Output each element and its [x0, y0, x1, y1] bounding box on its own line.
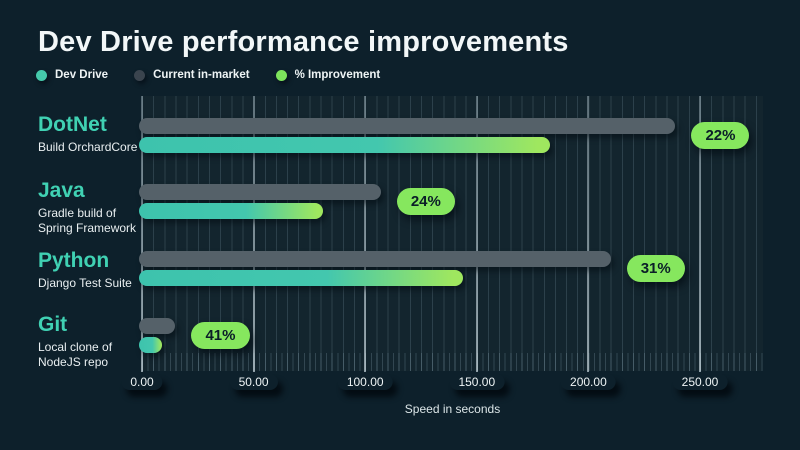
gridline — [475, 96, 478, 372]
x-tick-label: 250.00 — [673, 374, 728, 390]
category-label-python: Python Django Test Suite — [38, 249, 132, 291]
gridline — [587, 96, 590, 372]
category-label-git: Git Local clone of NodeJS repo — [38, 313, 112, 370]
axis-minor-ticks — [142, 353, 763, 371]
legend-item-improvement: % Improvement — [275, 69, 381, 81]
dev-drive-dot-icon — [36, 69, 47, 81]
current-in-market-dot-icon — [134, 69, 146, 81]
category-subtitle: Build OrchardCore — [38, 140, 138, 154]
gridline — [364, 96, 367, 372]
category-name: Python — [38, 249, 110, 272]
category-name: Git — [38, 313, 68, 336]
legend-label: Dev Drive — [55, 69, 109, 81]
x-tick-label: 50.00 — [230, 374, 278, 390]
improvement-badge-dotnet: 22% — [691, 122, 750, 149]
improvement-badge-java: 24% — [396, 188, 455, 215]
legend-label: % Improvement — [294, 69, 381, 81]
category-subtitle: Local clone of NodeJS repo — [38, 340, 113, 369]
bar-devdrive-git — [139, 337, 163, 353]
x-tick-label: 0.00 — [121, 374, 162, 390]
legend-label: Current in-market — [153, 69, 250, 81]
x-axis-title: Speed in seconds — [404, 402, 501, 416]
chart-legend: Dev Drive Current in-market % Improvemen… — [36, 69, 380, 81]
x-tick-label: 150.00 — [449, 374, 504, 390]
improvement-dot-icon — [275, 69, 287, 81]
gridline — [699, 96, 701, 372]
category-subtitle: Gradle build of Spring Framework — [38, 206, 137, 235]
bar-devdrive-python — [139, 270, 464, 286]
category-label-java: Java Gradle build of Spring Framework — [38, 179, 136, 236]
x-tick-label: 200.00 — [561, 374, 616, 390]
gridline — [252, 96, 255, 372]
gridline — [141, 96, 143, 372]
bar-devdrive-java — [139, 203, 323, 219]
legend-item-current-in-market: Current in-market — [134, 69, 250, 81]
bar-current-dotnet — [139, 118, 676, 134]
improvement-badge-git: 41% — [191, 322, 250, 349]
bar-current-git — [139, 318, 176, 334]
bar-devdrive-dotnet — [139, 137, 551, 153]
legend-item-dev-drive: Dev Drive — [36, 69, 108, 81]
bar-current-java — [139, 184, 381, 200]
category-name: Java — [38, 179, 85, 202]
bar-current-python — [139, 251, 611, 267]
x-tick-label: 100.00 — [338, 374, 393, 390]
page-title: Dev Drive performance improvements — [38, 26, 569, 58]
improvement-badge-python: 31% — [626, 255, 685, 282]
category-subtitle: Django Test Suite — [38, 276, 132, 290]
category-name: DotNet — [38, 113, 107, 136]
category-label-dotnet: DotNet Build OrchardCore — [38, 113, 137, 155]
